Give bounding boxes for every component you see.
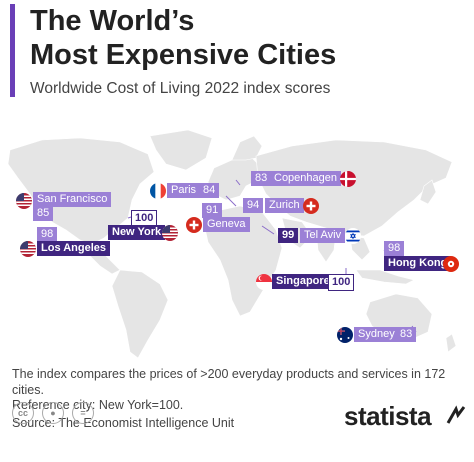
accent-bar — [10, 4, 15, 97]
usa-flag-icon — [162, 225, 178, 241]
city-label-new-york: New York — [108, 225, 166, 240]
leader-line-telaviv — [261, 225, 275, 235]
france-flag-icon — [150, 183, 166, 199]
city-label-tel-aviv: Tel Aviv — [300, 228, 346, 243]
new-zealand-shape — [445, 333, 457, 353]
city-score-paris: 84 — [199, 183, 220, 198]
usa-flag-icon — [20, 241, 36, 257]
notes: The index compares the prices of >200 ev… — [12, 367, 467, 431]
israel-flag-icon — [345, 228, 361, 244]
leader-line-copenhagen — [235, 179, 241, 186]
statista-logo-mark-icon — [446, 405, 466, 424]
city-score-zurich: 94 — [243, 198, 264, 213]
leader-line-zurich — [225, 195, 237, 207]
scandinavia-shape — [231, 135, 263, 161]
greenland-shape — [149, 129, 213, 171]
city-label-zurich: Zurich — [265, 198, 304, 213]
city-label-copenhagen: Copenhagen — [270, 171, 342, 186]
city-label-san-francisco: San Francisco — [33, 192, 112, 207]
indonesia-shape — [355, 269, 415, 285]
city-score-tel-aviv: 99 — [278, 228, 299, 243]
city-score-new-york: 100 — [131, 210, 158, 227]
city-score-los-angeles: 98 — [37, 227, 58, 242]
city-label-hong-kong: Hong Kong — [384, 256, 452, 271]
city-score-san-francisco: 85 — [33, 206, 54, 221]
source-line: Source: The Economist Intelligence Unit — [12, 415, 235, 430]
city-score-hong-kong: 98 — [384, 241, 405, 256]
note-line-1: The index compares the prices of >200 ev… — [12, 367, 446, 397]
statista-logo[interactable]: statista — [344, 401, 432, 431]
no-derivatives-icon: = — [72, 402, 94, 424]
japan-shape — [419, 179, 437, 205]
australia-flag-icon — [337, 327, 353, 343]
city-label-los-angeles: Los Angeles — [37, 241, 110, 256]
title-line-2: Most Expensive Cities — [30, 39, 337, 71]
city-label-singapore: Singapore — [272, 274, 334, 289]
singapore-flag-icon — [256, 274, 272, 290]
city-label-geneva: Geneva — [203, 217, 250, 232]
usa-flag-icon — [16, 193, 32, 209]
city-score-sydney: 83 — [396, 327, 417, 342]
city-score-copenhagen: 83 — [251, 171, 272, 186]
city-label-paris: Paris — [167, 183, 201, 198]
cc-icon: cc — [12, 402, 34, 424]
city-label-sydney: Sydney — [354, 327, 399, 342]
city-score-singapore: 100 — [328, 274, 355, 291]
switzerland-flag-icon — [186, 217, 202, 233]
page-title: The World’s Most Expensive Cities — [30, 4, 336, 72]
attribution-icon: ● — [42, 402, 64, 424]
hong-kong-flag-icon — [443, 256, 459, 272]
title-line-1: The World’s — [30, 5, 195, 37]
city-score-geneva: 91 — [202, 203, 223, 218]
switzerland-flag-icon — [303, 198, 319, 214]
subtitle: Worldwide Cost of Living 2022 index scor… — [30, 80, 331, 97]
denmark-flag-icon — [340, 171, 356, 187]
south-america-shape — [111, 269, 169, 359]
